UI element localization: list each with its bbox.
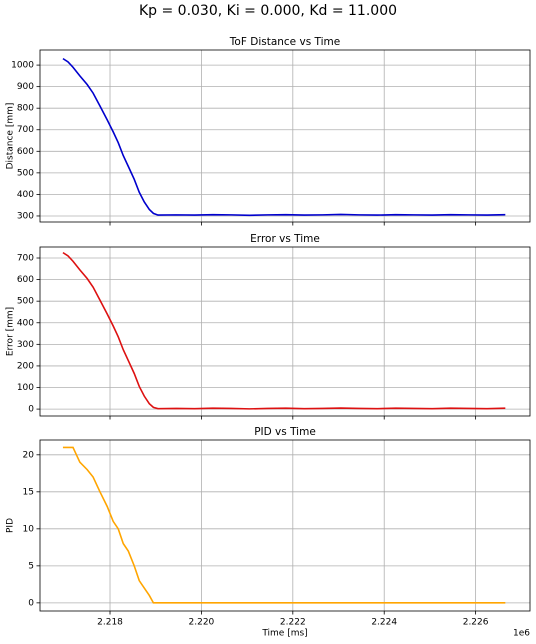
figure-title: Kp = 0.030, Ki = 0.000, Kd = 11.000 bbox=[139, 3, 397, 19]
y-tick-label: 0 bbox=[28, 405, 34, 415]
y-tick-label: 600 bbox=[17, 275, 34, 285]
y-axis-label: Distance [mm] bbox=[6, 103, 16, 170]
y-tick-label: 1000 bbox=[11, 61, 34, 71]
y-tick-label: 700 bbox=[17, 125, 34, 135]
y-tick-label: 15 bbox=[23, 487, 34, 497]
x-tick-label: 2.218 bbox=[97, 618, 123, 628]
x-tick-label: 2.220 bbox=[189, 618, 215, 628]
y-tick-label: 400 bbox=[17, 190, 34, 200]
plot-frame bbox=[39, 439, 531, 612]
y-tick-label: 400 bbox=[17, 318, 34, 328]
y-tick-label: 500 bbox=[17, 168, 34, 178]
y-tick-label: 200 bbox=[17, 361, 34, 371]
y-tick-label: 500 bbox=[17, 297, 34, 307]
y-tick-label: 900 bbox=[17, 82, 34, 92]
y-tick-label: 600 bbox=[17, 147, 34, 157]
x-axis-label: Time [ms] bbox=[261, 629, 307, 639]
y-tick-label: 5 bbox=[28, 561, 34, 571]
y-tick-label: 0 bbox=[28, 598, 34, 608]
plot-frame bbox=[39, 49, 531, 223]
x-tick-label: 2.224 bbox=[371, 618, 397, 628]
x-tick-label: 2.226 bbox=[463, 618, 489, 628]
y-tick-label: 300 bbox=[17, 340, 34, 350]
x-tick-label: 2.222 bbox=[280, 618, 306, 628]
x-offset-label: 1e6 bbox=[513, 629, 530, 639]
y-tick-label: 10 bbox=[23, 524, 35, 534]
plot-frame bbox=[39, 246, 531, 417]
data-line bbox=[62, 57, 506, 217]
y-axis-label: PID bbox=[6, 518, 16, 533]
y-tick-label: 700 bbox=[17, 254, 34, 264]
y-tick-label: 300 bbox=[17, 211, 34, 221]
subplot-title: ToF Distance vs Time bbox=[229, 36, 340, 48]
y-tick-label: 100 bbox=[17, 383, 34, 393]
subplot-title: Error vs Time bbox=[250, 233, 320, 245]
subplot-title: PID vs Time bbox=[254, 426, 316, 438]
data-line bbox=[62, 446, 506, 604]
y-axis-label: Error [mm] bbox=[6, 307, 16, 356]
y-tick-label: 20 bbox=[23, 450, 35, 460]
data-line bbox=[62, 251, 506, 410]
y-tick-label: 800 bbox=[17, 104, 34, 114]
